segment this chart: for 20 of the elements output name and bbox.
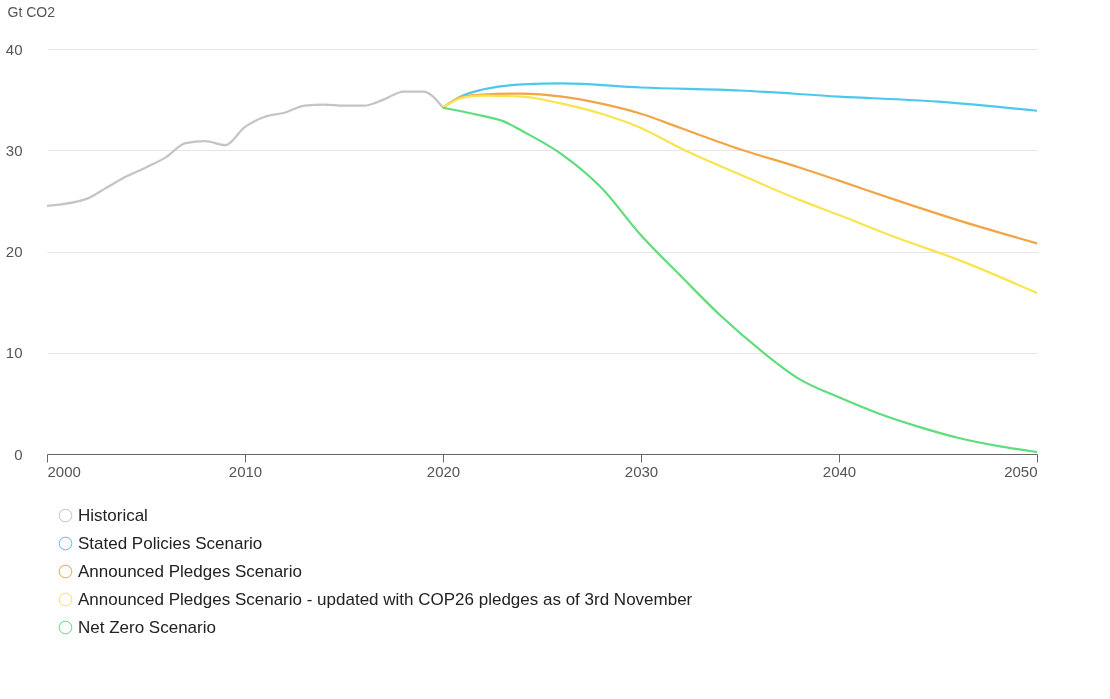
x-tick-label: 2000: [47, 462, 81, 480]
y-tick-label: 20: [5, 243, 23, 260]
y-tick-label: 10: [5, 344, 23, 362]
legend-label: Announced Pledges Scenario: [78, 561, 302, 581]
legend-label: Announced Pledges Scenario - updated with COP26 pledges as of 3rd November: [78, 589, 693, 609]
x-tick-label: 2040: [822, 462, 857, 480]
y-tick-label: 30: [5, 141, 23, 159]
legend-label: Historical: [78, 505, 148, 525]
x-tick-label: 2010: [228, 462, 263, 480]
y-axis-title: Gt CO2: [7, 3, 56, 20]
line-series: [441, 106, 1039, 454]
y-tick-label: 40: [5, 40, 23, 58]
line-series: [45, 90, 445, 208]
x-tick-label: 2020: [426, 462, 461, 480]
line-series: [441, 94, 1039, 295]
x-tick-label: 2050: [1004, 462, 1038, 480]
legend-label: Stated Policies Scenario: [78, 533, 263, 553]
legend-label: Net Zero Scenario: [78, 617, 216, 637]
y-tick-label: 0: [14, 445, 23, 463]
x-tick-label: 2030: [624, 462, 659, 480]
